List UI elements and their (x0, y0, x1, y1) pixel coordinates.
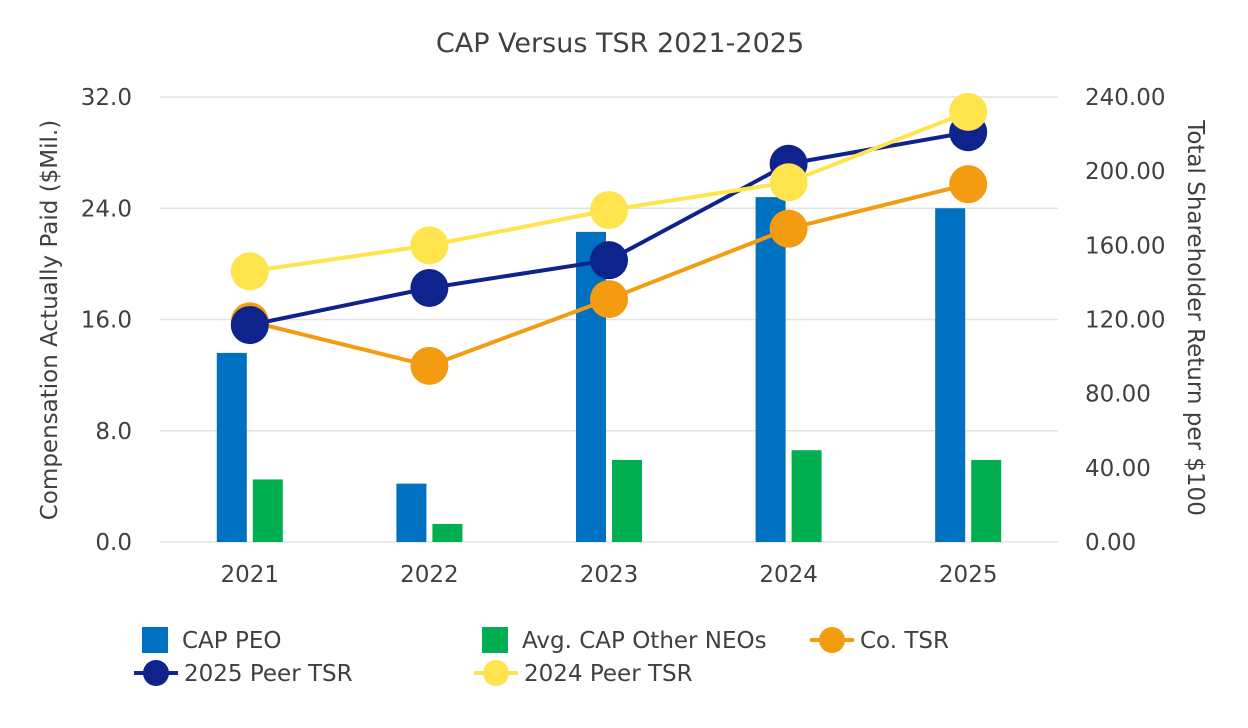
bar (396, 483, 427, 542)
legend-swatch (482, 627, 508, 653)
series-point (590, 241, 628, 280)
legend-item: 2024 Peer TSR (474, 660, 693, 687)
right-tick-label: 0.00 (1085, 530, 1136, 556)
bar (216, 352, 247, 542)
legend: CAP PEO Avg. CAP Other NEOs Co. TSR 2025 Pe… (134, 627, 949, 687)
bar (791, 450, 822, 542)
bar (935, 208, 966, 542)
bar (252, 479, 283, 542)
bar (612, 459, 642, 542)
legend-swatch (142, 627, 168, 653)
left-tick-label: 24.0 (81, 196, 132, 222)
left-tick-label: 32.0 (81, 85, 132, 111)
axes: 0.0 8.0 16.0 24.0 32.0 0.00 40.00 80.00 120.00 16… (81, 85, 1166, 588)
series-point (769, 209, 808, 248)
bar (576, 231, 606, 542)
left-axis-label: Compensation Actually Paid ($Mil.) (37, 120, 63, 520)
series-point (949, 92, 988, 131)
legend-item: CAP PEO (142, 627, 281, 654)
bars (216, 197, 1002, 542)
x-tick-label: 2023 (580, 562, 639, 588)
legend-label: 2025 Peer TSR (184, 661, 353, 687)
chart-title: CAP Versus TSR 2021-2025 (436, 28, 804, 59)
right-tick-label: 200.00 (1085, 159, 1165, 185)
series-point (949, 165, 988, 204)
x-tick-label: 2021 (221, 562, 280, 588)
bar (971, 459, 1002, 542)
series-point (590, 280, 628, 319)
legend-label: Avg. CAP Other NEOs (522, 628, 767, 654)
legend-marker (819, 627, 845, 653)
legend-item: Co. TSR (810, 627, 949, 654)
gridlines (160, 96, 1058, 543)
legend-marker (143, 660, 169, 686)
legend-item: Avg. CAP Other NEOs (482, 627, 767, 654)
series-point (410, 226, 449, 265)
right-axis-label: Total Shareholder Return per $100 (1182, 119, 1208, 516)
right-tick-label: 40.00 (1085, 456, 1151, 482)
left-tick-label: 16.0 (81, 308, 132, 334)
left-tick-label: 8.0 (95, 419, 132, 445)
bar (755, 197, 786, 542)
legend-item: 2025 Peer TSR (134, 660, 353, 687)
right-tick-label: 80.00 (1085, 382, 1151, 408)
x-tick-label: 2025 (939, 562, 998, 588)
series-point (230, 252, 269, 291)
x-tick-label: 2024 (759, 562, 818, 588)
legend-marker (483, 660, 509, 686)
right-tick-label: 120.00 (1085, 308, 1165, 334)
series-point (769, 163, 808, 202)
left-tick-label: 0.0 (95, 530, 132, 556)
right-tick-label: 160.00 (1085, 233, 1165, 259)
lines (230, 92, 988, 385)
series-point (410, 268, 449, 307)
bar (432, 523, 463, 542)
series-point (410, 346, 449, 385)
x-tick-label: 2022 (400, 562, 459, 588)
series-point (230, 306, 269, 345)
legend-label: Co. TSR (860, 628, 949, 654)
legend-label: 2024 Peer TSR (524, 661, 693, 687)
right-tick-label: 240.00 (1085, 85, 1165, 111)
legend-label: CAP PEO (182, 628, 281, 654)
series-point (590, 191, 628, 230)
